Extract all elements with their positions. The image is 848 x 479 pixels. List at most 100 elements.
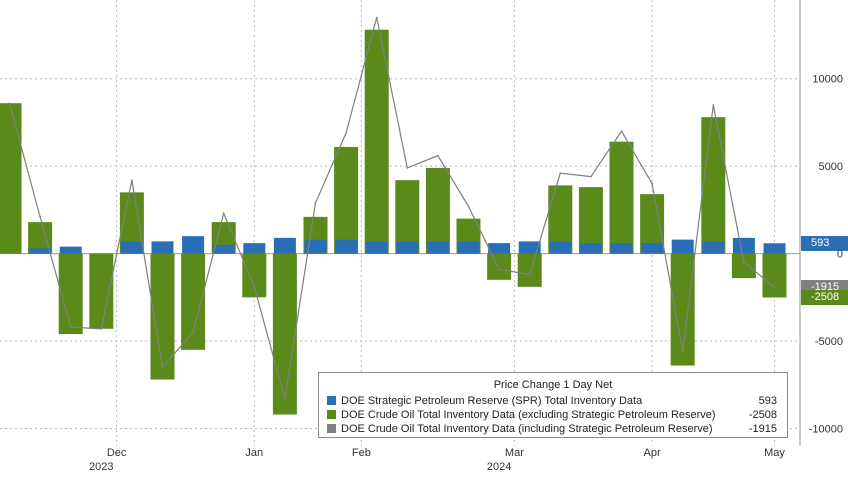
- point-incl-spr: [69, 326, 72, 328]
- legend-label-excl-spr: DOE Crude Oil Total Inventory Data (excl…: [341, 409, 716, 421]
- point-incl-spr: [559, 172, 562, 174]
- bar-spr: [671, 239, 694, 254]
- point-incl-spr: [345, 132, 347, 134]
- line-incl-spr: [8, 17, 775, 399]
- legend-swatch-incl-spr: [327, 424, 336, 433]
- x-tick-label-feb: Feb: [352, 447, 371, 459]
- bar-excl-spr: [89, 253, 114, 329]
- x-year-label-2023: 2023: [89, 461, 113, 473]
- point-incl-spr: [100, 328, 103, 330]
- bar-excl-spr: [762, 253, 787, 298]
- line-layer: [8, 16, 776, 400]
- last-value-badge: -2508: [801, 289, 848, 305]
- point-incl-spr: [712, 104, 715, 106]
- point-incl-spr: [375, 16, 378, 19]
- point-incl-spr: [467, 205, 470, 208]
- bar-excl-spr: [425, 167, 450, 254]
- green-bars-layer: [0, 29, 787, 415]
- legend-value-excl-spr: -2508: [748, 409, 777, 421]
- point-incl-spr: [437, 154, 439, 157]
- point-incl-spr: [161, 366, 164, 369]
- bar-spr: [763, 243, 786, 254]
- bar-spr: [273, 237, 296, 254]
- bar-spr: [518, 241, 541, 254]
- legend-swatch-spr: [327, 396, 336, 405]
- point-incl-spr: [743, 261, 745, 264]
- y-tick-label: 0: [837, 249, 843, 261]
- bar-spr: [120, 241, 143, 254]
- point-incl-spr: [284, 397, 286, 400]
- bar-spr: [396, 241, 419, 254]
- legend-label-incl-spr: DOE Crude Oil Total Inventory Data (incl…: [341, 423, 713, 435]
- blue-bars-layer: [29, 236, 786, 254]
- legend-entry-spr: DOE Strategic Petroleum Reserve (SPR) To…: [319, 395, 787, 409]
- bar-spr: [702, 241, 725, 254]
- x-tick-label-mar: Mar: [505, 447, 524, 459]
- bar-excl-spr: [28, 222, 53, 254]
- point-incl-spr: [590, 175, 592, 178]
- bar-spr: [304, 239, 327, 254]
- bar-spr: [426, 241, 449, 254]
- x-tick-layer: Dec Jan Feb Mar Apr May 2023 2024: [89, 447, 785, 473]
- legend-label-spr: DOE Strategic Petroleum Reserve (SPR) To…: [341, 395, 643, 407]
- x-tick-label-dec: Dec: [107, 447, 127, 459]
- bar-spr: [243, 243, 266, 254]
- bar-excl-spr: [242, 253, 267, 298]
- bar-spr: [641, 243, 664, 254]
- bar-spr: [29, 248, 52, 254]
- y-tick-layer: -10000 -5000 0 5000 10000: [809, 74, 843, 436]
- bar-excl-spr: [731, 253, 756, 279]
- point-incl-spr: [131, 179, 133, 181]
- point-incl-spr: [651, 182, 653, 185]
- y-tick-label: 10000: [812, 74, 843, 86]
- bar-spr: [549, 241, 572, 254]
- point-incl-spr: [681, 350, 684, 353]
- bar-spr: [151, 241, 174, 254]
- bar-excl-spr: [517, 253, 542, 287]
- legend-value-spr: 593: [758, 395, 777, 407]
- bar-excl-spr: [487, 253, 512, 280]
- point-incl-spr: [39, 216, 41, 218]
- bar-spr: [59, 246, 82, 254]
- point-incl-spr: [620, 130, 623, 132]
- point-incl-spr: [253, 286, 256, 288]
- bar-spr: [212, 244, 235, 254]
- bar-excl-spr: [364, 29, 389, 254]
- legend-title: Price Change 1 Day Net: [493, 379, 613, 391]
- bar-spr: [457, 241, 480, 254]
- bar-spr: [732, 237, 755, 254]
- y-tick-label: -5000: [815, 336, 843, 348]
- x-year-label-2024: 2024: [487, 461, 511, 473]
- bar-spr: [335, 239, 358, 254]
- x-tick-label-may: May: [764, 447, 785, 459]
- point-incl-spr: [192, 331, 194, 334]
- legend-entry-incl-spr: DOE Crude Oil Total Inventory Data (incl…: [319, 423, 787, 437]
- point-incl-spr: [8, 102, 11, 104]
- bar-spr: [610, 243, 633, 254]
- point-incl-spr: [498, 268, 500, 271]
- last-value-badge: 593: [801, 235, 848, 251]
- bar-excl-spr: [578, 187, 603, 254]
- point-incl-spr: [528, 273, 531, 276]
- legend-swatch-excl-spr: [327, 410, 336, 419]
- bar-excl-spr: [0, 103, 22, 254]
- point-incl-spr: [773, 286, 776, 288]
- y-tick-label: -10000: [809, 424, 843, 436]
- bar-spr: [182, 236, 205, 254]
- legend: Price Change 1 Day Net DOE Strategic Pet…: [318, 372, 788, 438]
- point-incl-spr: [314, 202, 317, 204]
- legend-value-incl-spr: -1915: [748, 423, 777, 435]
- x-tick-label-apr: Apr: [644, 447, 661, 459]
- bar-excl-spr: [334, 146, 359, 254]
- bar-spr: [365, 241, 388, 254]
- bar-excl-spr: [272, 253, 297, 415]
- bar-spr: [488, 243, 511, 254]
- legend-entry-excl-spr: DOE Crude Oil Total Inventory Data (excl…: [319, 409, 787, 423]
- point-incl-spr: [222, 212, 225, 215]
- bar-spr: [579, 243, 602, 254]
- point-incl-spr: [406, 167, 409, 169]
- y-tick-label: 5000: [819, 161, 843, 173]
- bar-excl-spr: [58, 253, 83, 335]
